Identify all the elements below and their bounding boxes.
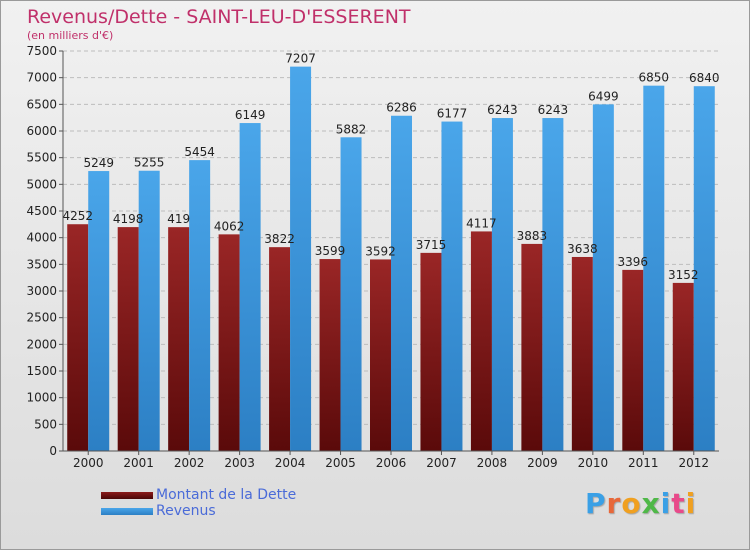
data-label-debt: 4252 [62,209,93,223]
data-label-revenue: 6850 [639,71,670,85]
data-label-debt: 4117 [466,216,497,230]
x-tick-label: 2009 [527,456,558,470]
x-tick-label: 2010 [578,456,609,470]
chart-subtitle: (en milliers d'€) [27,29,114,42]
bar-debt [521,243,543,451]
bar-debt [269,247,291,451]
bar-revenue [491,118,513,451]
data-label-revenue: 5454 [184,145,215,159]
y-tick-label: 5000 [26,177,57,191]
data-label-debt: 3152 [668,268,699,282]
bar-revenue [592,104,614,452]
logo-letter: o [621,487,642,520]
bar-revenue [239,123,261,451]
y-tick-label: 6500 [26,97,57,111]
logo-letter: t [671,487,686,520]
x-tick-label: 2000 [73,456,104,470]
data-label-revenue: 6243 [538,103,569,117]
x-tick-label: 2005 [325,456,356,470]
y-tick-label: 4500 [26,204,57,218]
data-label-debt: 3599 [315,244,346,258]
bar-revenue [340,137,362,451]
logo-letter: i [660,487,672,520]
bar-revenue [542,118,564,451]
bar-revenue [391,115,412,451]
legend-swatch-revenue [101,508,153,515]
x-tick-label: 2004 [275,456,306,470]
bar-revenue [189,160,211,451]
bar-debt [622,269,644,451]
x-tick-label: 2007 [426,456,457,470]
bar-debt [117,227,139,451]
data-label-debt: 4198 [113,212,144,226]
y-tick-label: 3500 [26,257,57,271]
chart-title: Revenus/Dette - SAINT-LEU-D'ESSERENT [27,6,411,28]
x-tick-label: 2002 [174,456,205,470]
bar-revenue [88,171,110,451]
legend-label-debt: Montant de la Dette [156,487,297,503]
bar-debt [168,227,190,451]
bar-debt [218,234,240,451]
proxiti-logo: Proxiti [585,487,696,520]
bar-debt [571,256,593,451]
y-tick-label: 500 [34,417,57,431]
data-label-debt: 3883 [517,229,548,243]
bar-revenue [643,85,665,452]
logo-letter: P [585,487,607,520]
y-tick-label: 7500 [26,44,57,58]
bar-debt [672,282,694,451]
y-tick-label: 6000 [26,124,57,138]
bar-debt [420,252,442,451]
legend-swatch-debt [101,492,153,499]
y-tick-label: 5500 [26,151,57,165]
data-label-revenue: 7207 [285,52,316,66]
data-label-revenue: 6840 [689,71,720,85]
data-label-debt: 3396 [618,255,649,269]
logo-letter: i [685,487,697,520]
data-label-revenue: 6286 [386,101,417,115]
bar-revenue [441,121,463,451]
bar-revenue [693,86,715,451]
bar-debt [370,259,391,451]
x-tick-label: 2006 [376,456,407,470]
y-tick-label: 2000 [26,337,57,351]
data-label-debt: 4062 [214,219,245,233]
data-label-revenue: 5249 [83,156,114,170]
data-label-debt: 3592 [365,244,396,258]
data-label-revenue: 6499 [588,89,619,103]
y-tick-label: 1500 [26,364,57,378]
data-label-debt: 419 [167,212,190,226]
data-label-revenue: 6149 [235,108,266,122]
y-tick-label: 0 [49,444,57,458]
data-label-revenue: 5882 [336,122,367,136]
y-tick-label: 1000 [26,391,57,405]
bar-debt [319,259,341,451]
logo-letter: r [606,487,622,520]
bar-debt [470,231,492,451]
data-label-revenue: 6177 [437,107,468,121]
bar-revenue [138,170,160,451]
legend-label-revenue: Revenus [156,503,216,519]
data-label-debt: 3715 [416,238,447,252]
y-tick-label: 4000 [26,231,57,245]
data-label-revenue: 6243 [487,103,518,117]
x-tick-label: 2012 [678,456,709,470]
y-tick-label: 3000 [26,284,57,298]
x-tick-label: 2011 [628,456,659,470]
bar-debt [67,224,89,451]
bar-revenue [290,66,312,452]
x-tick-label: 2001 [123,456,154,470]
data-label-revenue: 5255 [134,156,165,170]
x-tick-label: 2008 [477,456,508,470]
y-tick-label: 2500 [26,311,57,325]
logo-letter: x [641,487,661,520]
data-label-debt: 3638 [567,242,598,256]
x-tick-label: 2003 [224,456,255,470]
data-label-debt: 3822 [264,232,295,246]
y-tick-label: 7000 [26,71,57,85]
